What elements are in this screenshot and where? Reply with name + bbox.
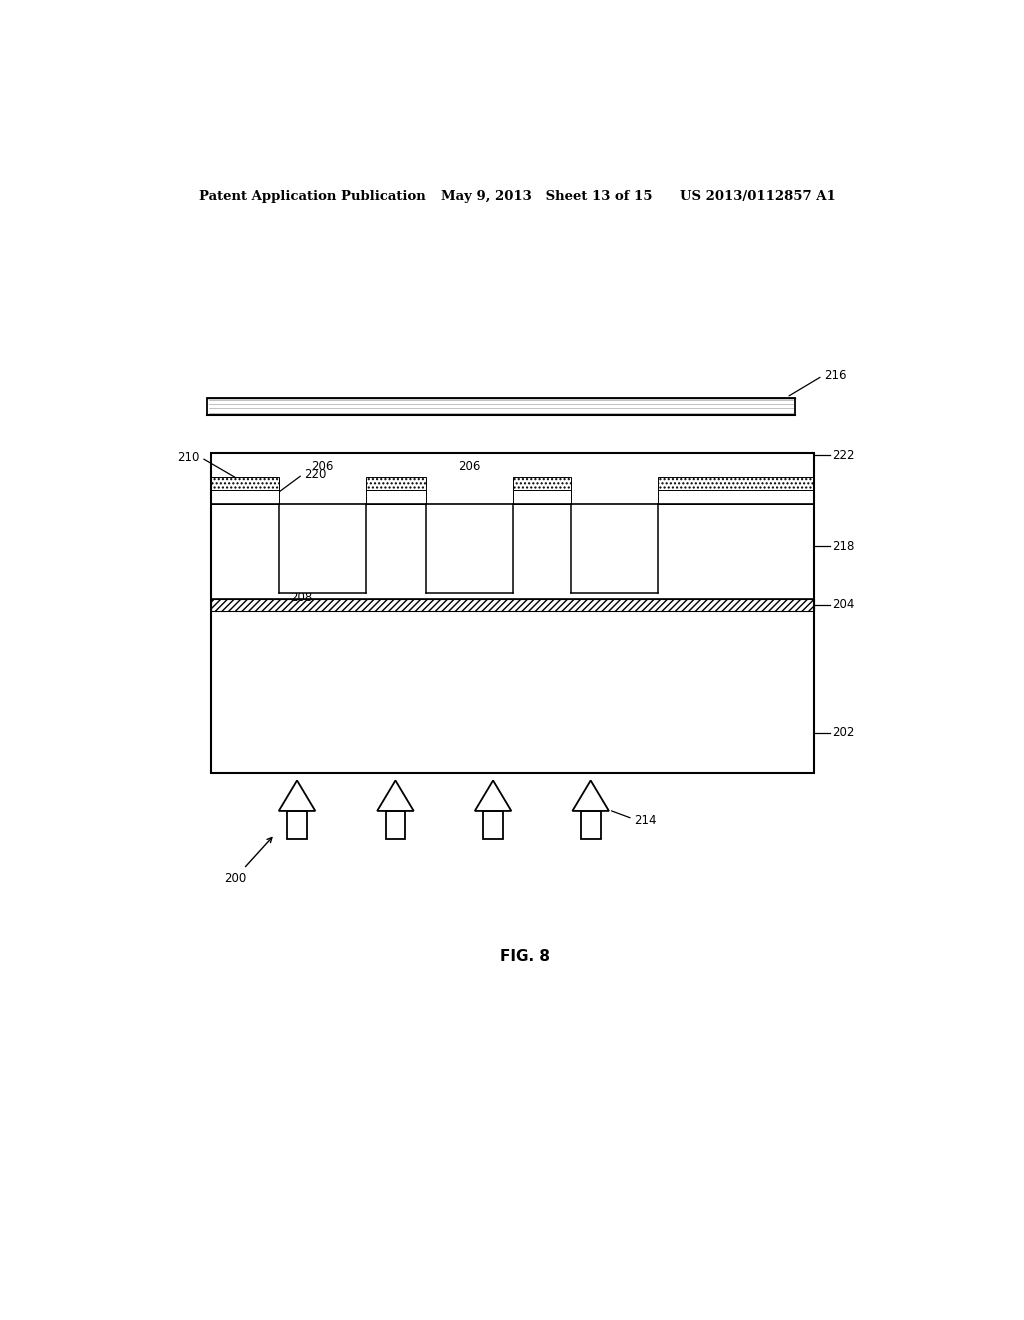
Text: 208: 208 <box>290 591 312 603</box>
Bar <box>211 611 814 774</box>
Text: 220: 220 <box>304 469 327 480</box>
Polygon shape <box>377 780 414 810</box>
Bar <box>483 810 503 840</box>
Bar <box>658 477 814 490</box>
Bar <box>513 490 570 504</box>
Polygon shape <box>475 780 511 810</box>
Polygon shape <box>279 780 315 810</box>
Bar <box>367 477 426 490</box>
Text: 206: 206 <box>458 459 480 473</box>
Bar <box>279 504 367 594</box>
Text: 214: 214 <box>634 814 656 828</box>
Bar <box>513 477 570 490</box>
Bar <box>211 504 814 598</box>
Polygon shape <box>572 780 609 810</box>
Text: 206: 206 <box>311 459 334 473</box>
Text: 200: 200 <box>224 837 272 884</box>
Bar <box>207 399 795 414</box>
Bar <box>581 810 601 840</box>
Bar <box>658 490 814 504</box>
Bar <box>287 810 307 840</box>
Bar <box>570 504 658 594</box>
Text: 222: 222 <box>831 449 854 462</box>
Text: US 2013/0112857 A1: US 2013/0112857 A1 <box>680 190 836 202</box>
Text: 218: 218 <box>831 540 854 553</box>
Bar <box>367 490 426 504</box>
Bar <box>211 453 814 774</box>
Bar <box>426 504 513 594</box>
Bar <box>211 490 279 504</box>
Bar <box>211 477 279 490</box>
Bar <box>211 504 814 598</box>
Text: 202: 202 <box>831 726 854 739</box>
Text: FIG. 8: FIG. 8 <box>500 949 550 964</box>
Text: May 9, 2013   Sheet 13 of 15: May 9, 2013 Sheet 13 of 15 <box>441 190 653 202</box>
Text: 204: 204 <box>831 598 854 611</box>
Text: Patent Application Publication: Patent Application Publication <box>200 190 426 202</box>
Text: 210: 210 <box>177 451 200 465</box>
Bar <box>385 810 406 840</box>
Text: 216: 216 <box>824 370 847 383</box>
Bar <box>211 598 814 611</box>
